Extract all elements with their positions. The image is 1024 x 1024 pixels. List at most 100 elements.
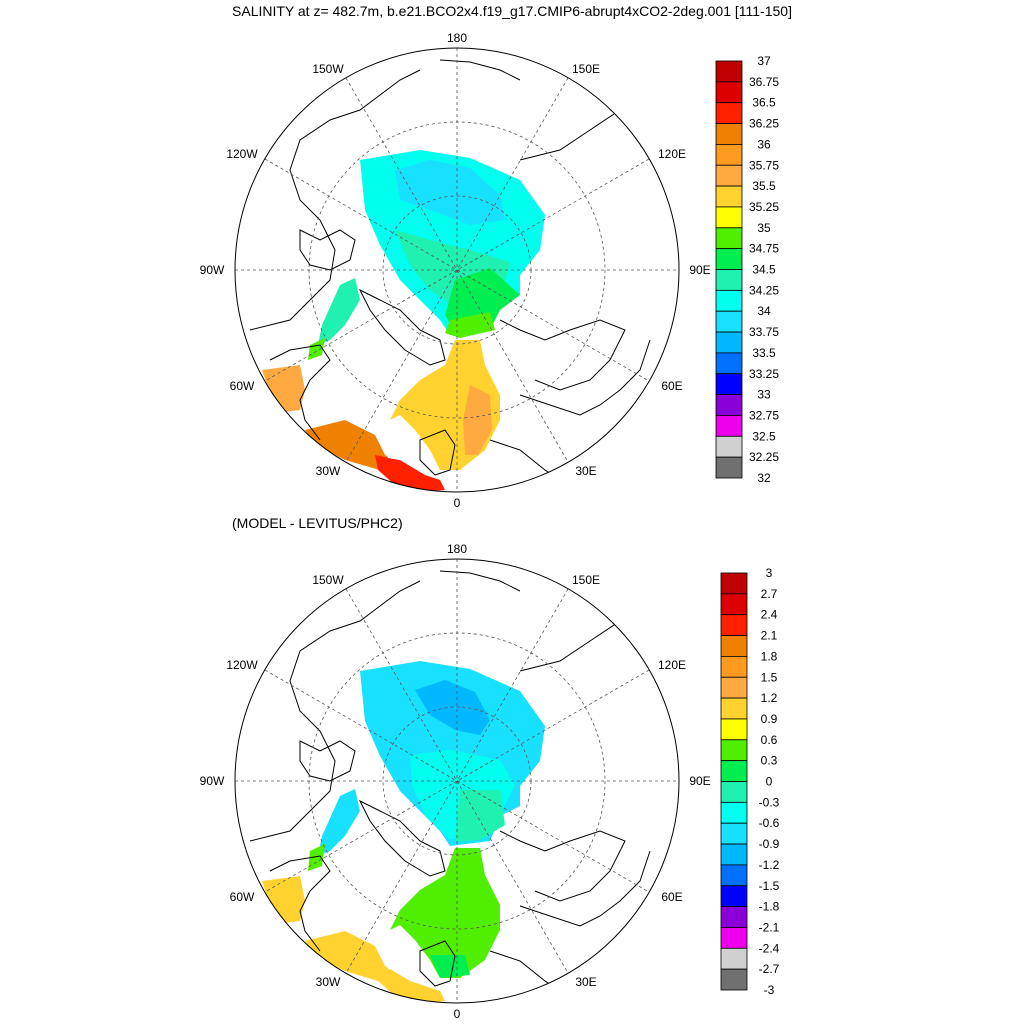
basin-high-region — [445, 268, 520, 332]
map1-graticule — [235, 48, 679, 492]
colorbar-label: 33 — [757, 388, 771, 402]
colorbar-swatch — [720, 572, 748, 595]
colorbar-swatch — [715, 102, 743, 124]
figure-title: SALINITY at z= 482.7m, b.e21.BCO2x4.f19_… — [232, 3, 792, 19]
svg-text:90W: 90W — [200, 774, 225, 788]
nordic-seas-diff-field — [390, 848, 500, 978]
colorbar-label: 34.75 — [749, 242, 779, 256]
colorbar-label: 0.6 — [761, 733, 778, 747]
colorbar-label: 32.5 — [752, 429, 776, 443]
map1-fields — [262, 150, 545, 492]
colorbar-label: 2.1 — [761, 629, 778, 643]
colorbar-swatch — [720, 822, 748, 845]
map2-graticule — [235, 559, 679, 1003]
colorbar-swatch — [715, 143, 743, 166]
labrador-diff-field — [308, 844, 325, 871]
map1-coastlines — [249, 59, 651, 481]
colorbar-label: -3 — [764, 983, 775, 997]
map2-lon-labels: 180 150E 120E 90E 60E 30E 0 30W 60W 90W … — [200, 542, 711, 1021]
colorbar-swatch — [715, 352, 743, 375]
labrador-sea-field — [262, 365, 305, 412]
colorbar-label: 32 — [757, 471, 771, 485]
colorbar-swatch — [720, 593, 748, 616]
colorbar-swatch — [720, 801, 748, 824]
colorbar-label: 1.2 — [761, 691, 778, 705]
colorbar-label: -2.4 — [759, 941, 780, 955]
colorbar-swatch — [720, 927, 748, 949]
basin-zero — [455, 790, 505, 842]
svg-text:60W: 60W — [230, 890, 255, 904]
colorbar-swatch — [720, 635, 748, 657]
svg-text:60W: 60W — [230, 379, 255, 393]
svg-text:120W: 120W — [226, 147, 258, 161]
svg-text:180: 180 — [447, 542, 467, 556]
colorbar-label: 32.75 — [749, 408, 779, 422]
svg-text:30E: 30E — [575, 975, 596, 989]
colorbar-label: 34.5 — [752, 263, 776, 277]
colorbar-swatch — [715, 331, 743, 354]
colorbar-label: -2.7 — [759, 962, 780, 976]
colorbar-label: 36 — [757, 137, 771, 151]
colorbar-label: 35.5 — [752, 179, 776, 193]
colorbar-swatch — [715, 394, 743, 416]
nordic-seas-diff-core — [430, 955, 470, 978]
colorbar-label: 32.25 — [749, 450, 779, 464]
colorbar-label: -0.9 — [759, 837, 780, 851]
basin-lowest-region — [395, 160, 505, 225]
map2-boundary — [234, 558, 680, 1004]
colorbar-label: -0.6 — [759, 816, 780, 830]
colorbar-label: -1.2 — [759, 858, 780, 872]
salinity-colorbar: 37 36.75 36.5 36.25 36 35.75 35.5 35.25 35 34.75 3… — [715, 54, 779, 485]
colorbar-swatch — [720, 697, 748, 720]
atlantic-island-gap-2 — [380, 941, 420, 973]
difference-subtitle: (MODEL - LEVITUS/PHC2) — [232, 515, 403, 531]
colorbar-label: 0.3 — [761, 754, 778, 768]
svg-text:90W: 90W — [200, 263, 225, 277]
svg-text:60E: 60E — [661, 890, 682, 904]
colorbar-label: 1.8 — [761, 649, 778, 663]
colorbar-label: -0.3 — [759, 795, 780, 809]
colorbar-label: 36.25 — [749, 117, 779, 131]
labrador-sea-diff-field — [262, 876, 305, 923]
colorbar-swatch — [720, 864, 748, 887]
colorbar-swatch — [715, 310, 743, 333]
svg-text:90E: 90E — [689, 774, 710, 788]
map2-fields — [262, 661, 545, 1003]
colorbar-label: 1.5 — [761, 670, 778, 684]
colorbar-swatch — [715, 248, 743, 270]
colorbar-swatch — [715, 185, 743, 208]
svg-text:120E: 120E — [658, 147, 686, 161]
colorbar-swatch — [715, 81, 743, 104]
basin-edge-region — [445, 312, 495, 338]
colorbar-label: 0 — [766, 775, 773, 789]
colorbar-swatch — [715, 415, 743, 437]
colorbar-label: 34.25 — [749, 283, 779, 297]
svg-text:60E: 60E — [661, 379, 682, 393]
svg-text:120E: 120E — [658, 658, 686, 672]
svg-text:0: 0 — [454, 1007, 461, 1021]
colorbar-swatch — [720, 885, 748, 908]
colorbar-label: -1.5 — [759, 879, 780, 893]
colorbar-swatch — [715, 60, 743, 83]
colorbar-swatch — [715, 373, 743, 396]
svg-text:90E: 90E — [689, 263, 710, 277]
colorbar-label: 35 — [757, 221, 771, 235]
svg-text:30E: 30E — [575, 464, 596, 478]
colorbar-label: 35.75 — [749, 158, 779, 172]
salinity-map: 180 150E 120E 90E 60E 30E 0 30W 60W 90W … — [200, 31, 780, 510]
svg-text:150W: 150W — [312, 62, 344, 76]
colorbar-swatch — [720, 760, 748, 782]
baffin-field — [318, 278, 360, 345]
nordic-seas-warm-core — [463, 385, 492, 455]
difference-map: 180 150E 120E 90E 60E 30E 0 30W 60W 90W … — [200, 542, 780, 1021]
colorbar-label: 33.5 — [752, 346, 776, 360]
svg-text:180: 180 — [447, 31, 467, 45]
svg-text:0: 0 — [454, 496, 461, 510]
colorbar-swatch — [720, 843, 748, 866]
colorbar-label: 0.9 — [761, 712, 778, 726]
colorbar-swatch — [715, 269, 743, 291]
map2-coastlines — [249, 570, 651, 992]
colorbar-swatch — [715, 227, 743, 250]
colorbar-label: 37 — [757, 54, 771, 68]
colorbar-label: 36.5 — [752, 96, 776, 110]
